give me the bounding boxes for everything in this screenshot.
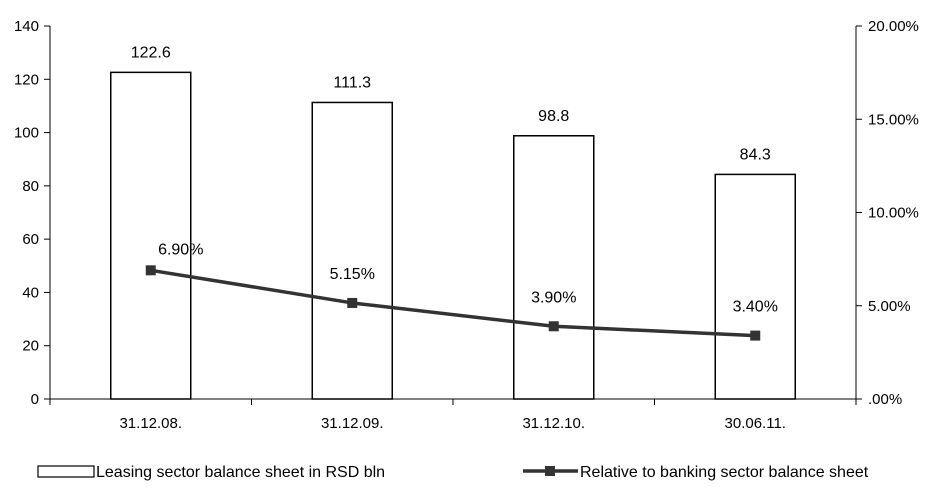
y-right-tick-label: .00%	[868, 391, 902, 408]
line-marker	[145, 265, 156, 276]
bar	[311, 101, 393, 400]
data-labels: 122.6 111.3 98.8 84.3 6.90% 5.15% 3.90% 3.40%	[131, 44, 778, 315]
bar-series	[110, 71, 796, 400]
line-data-label: 3.90%	[531, 289, 576, 306]
line-marker	[548, 321, 559, 332]
line-marker	[347, 297, 358, 308]
y-right-tick-label: 5.00%	[868, 298, 911, 315]
x-tick-label: 31.12.09.	[321, 415, 384, 432]
axes: 0 20 40 60 80 100 120 140 .00% 5.00% 10.00% 15.00% 2…	[14, 18, 919, 432]
legend-line-label: Relative to banking sector balance sheet	[580, 464, 869, 481]
y-left-tick-label: 40	[22, 284, 39, 301]
y-left-tick-label: 80	[22, 178, 39, 195]
x-tick-label: 31.12.08.	[119, 415, 182, 432]
bar	[513, 135, 595, 400]
y-right-tick-label: 20.00%	[868, 18, 919, 35]
legend: Leasing sector balance sheet in RSD bln R…	[37, 464, 869, 481]
bar-data-label: 84.3	[740, 146, 771, 163]
y-left-tick-label: 20	[22, 338, 39, 355]
legend-bar-swatch	[37, 465, 95, 478]
line-data-label: 6.90%	[158, 241, 203, 258]
y-left-tick-label: 60	[22, 231, 39, 248]
x-tick-label: 31.12.10.	[522, 415, 585, 432]
bar-data-label: 111.3	[333, 74, 371, 91]
bar	[714, 173, 796, 400]
y-left-tick-label: 100	[14, 125, 39, 142]
y-right-tick-label: 15.00%	[868, 111, 919, 128]
x-tick-label: 30.06.11.	[725, 415, 786, 432]
line-data-label: 3.40%	[733, 299, 778, 316]
legend-line-marker	[545, 466, 555, 476]
legend-bar-label: Leasing sector balance sheet in RSD bln	[96, 464, 385, 481]
bar	[110, 71, 192, 400]
bar-data-label: 98.8	[538, 108, 569, 125]
line-data-label: 5.15%	[330, 266, 375, 283]
line-series	[145, 265, 761, 341]
bar-data-label: 122.6	[131, 44, 171, 61]
y-left-tick-label: 120	[14, 71, 39, 88]
y-left-tick-label: 0	[31, 391, 39, 408]
y-left-tick-label: 140	[14, 18, 39, 35]
line-marker	[750, 330, 761, 341]
series-line	[150, 268, 756, 338]
y-right-tick-label: 10.00%	[868, 205, 919, 222]
